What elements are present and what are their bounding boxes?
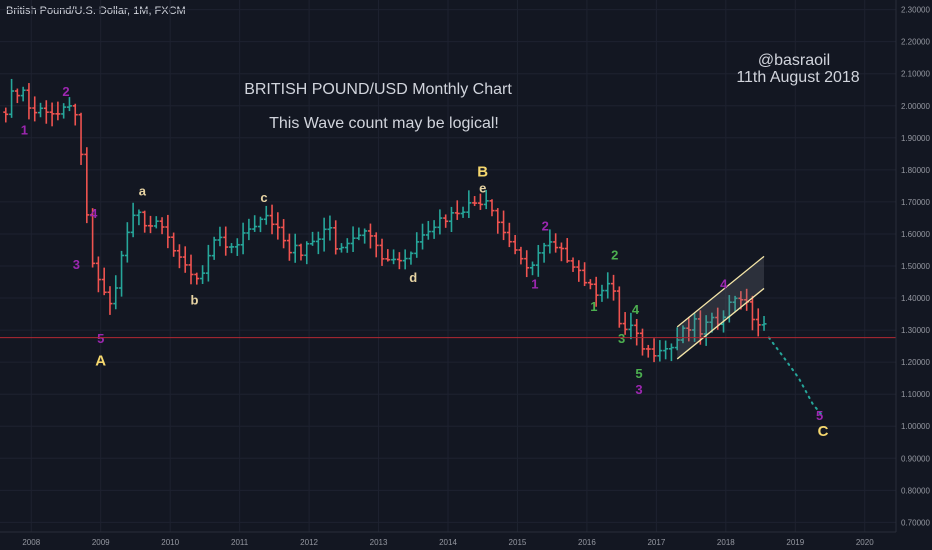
y-tick-label: 1.10000 [901, 390, 930, 399]
y-tick-label: 1.30000 [901, 326, 930, 335]
y-tick-label: 1.60000 [901, 230, 930, 239]
y-tick-label: 1.80000 [901, 166, 930, 175]
wave-label: 1 [21, 123, 28, 138]
wave-label: C [818, 423, 829, 440]
wave-label: 4 [632, 302, 640, 317]
projection-path [769, 338, 823, 417]
price-axis: 0.70000 0.80000 0.90000 1.00000 1.10000 1.200… [896, 0, 932, 550]
wave-label: 1 [590, 299, 597, 314]
wave-label: 5 [97, 331, 104, 346]
y-tick-label: 2.20000 [901, 38, 930, 47]
y-tick-label: 0.90000 [901, 454, 930, 463]
channel-fill [677, 256, 764, 359]
chart-title-annotation: BRITISH POUND/USD Monthly Chart [244, 81, 512, 98]
wave-label: 3 [635, 382, 642, 397]
last-price-line: 1.27665 [0, 332, 932, 344]
date-annotation: 11th August 2018 [736, 69, 859, 86]
wave-label: 5 [635, 366, 642, 381]
subtitle-annotation: This Wave count may be logical! [269, 115, 499, 132]
x-tick-label: 2015 [509, 538, 527, 547]
time-axis: 2008 2009 2010 2011 2012 2013 2014 2015 2016 2017… [0, 532, 896, 547]
y-tick-label: 1.40000 [901, 294, 930, 303]
y-tick-label: 1.70000 [901, 198, 930, 207]
x-tick-label: 2012 [300, 538, 318, 547]
x-tick-label: 2016 [578, 538, 596, 547]
x-tick-label: 2013 [370, 538, 388, 547]
wave-label: c [260, 190, 267, 205]
wave-label: a [139, 183, 147, 198]
wave-label: d [409, 270, 417, 285]
wave-label: 3 [73, 257, 80, 272]
x-tick-label: 2011 [231, 538, 249, 547]
wave-label: 1 [531, 276, 538, 291]
wave-label: A [95, 352, 106, 369]
y-tick-label: 1.20000 [901, 358, 930, 367]
y-tick-label: 0.80000 [901, 486, 930, 495]
x-tick-label: 2008 [22, 538, 40, 547]
y-tick-label: 2.00000 [901, 102, 930, 111]
x-tick-label: 2014 [439, 538, 457, 547]
x-tick-label: 2019 [786, 538, 804, 547]
x-tick-label: 2010 [161, 538, 179, 547]
x-tick-label: 2018 [717, 538, 735, 547]
author-annotation: @basraoil [758, 52, 830, 69]
x-tick-label: 2020 [856, 538, 874, 547]
wave-label: e [479, 180, 486, 195]
wave-label: 5 [816, 408, 823, 423]
y-tick-label: 2.10000 [901, 70, 930, 79]
wave-label: 2 [611, 248, 618, 263]
wave-label: 4 [720, 276, 728, 291]
y-tick-label: 0.70000 [901, 518, 930, 527]
y-tick-label: 1.90000 [901, 134, 930, 143]
x-tick-label: 2017 [647, 538, 665, 547]
y-tick-label: 1.00000 [901, 422, 930, 431]
projected-decline [769, 338, 823, 417]
y-tick-label: 1.50000 [901, 262, 930, 271]
wave-label: 2 [62, 84, 69, 99]
wave-label: 4 [90, 206, 98, 221]
price-axis-bg [896, 0, 932, 550]
wave-label: b [191, 292, 199, 307]
wave-label: 3 [618, 331, 625, 346]
trend-channel [677, 256, 764, 359]
wave-label: B [477, 163, 488, 180]
wave-label: 2 [542, 219, 549, 234]
y-tick-label: 2.30000 [901, 6, 930, 15]
x-tick-label: 2009 [92, 538, 110, 547]
